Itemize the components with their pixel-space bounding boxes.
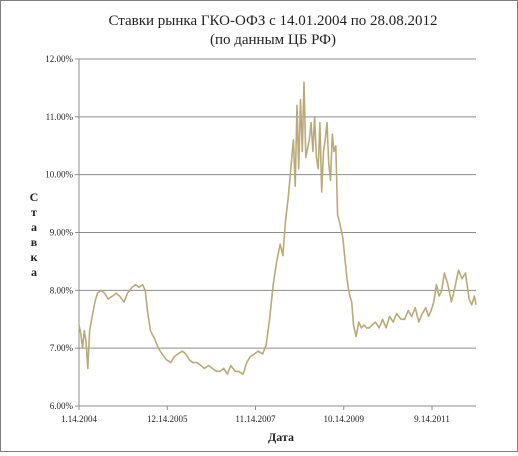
x-axis-label: Дата <box>268 430 294 444</box>
y-tick-label: 10.00% <box>45 170 73 180</box>
x-tick-label: 10.14.2009 <box>324 414 365 424</box>
y-axis-label-letter: в <box>31 235 38 249</box>
x-tick-label: 1.14.2004 <box>61 414 98 424</box>
series-line-0 <box>78 81 477 376</box>
y-axis-label-letter: а <box>31 220 37 234</box>
gridlines <box>79 58 476 349</box>
x-tick-label: 9.14.2011 <box>414 414 450 424</box>
y-axis-label-letter: а <box>31 265 37 279</box>
y-tick-label: 9.00% <box>50 228 74 238</box>
y-tick-label: 11.00% <box>46 112 74 122</box>
axes <box>75 58 476 410</box>
chart-title: Ставки рынка ГКО-ОФЗ с 14.01.2004 по 28.… <box>108 13 437 29</box>
x-tick-label: 11.14.2007 <box>235 414 276 424</box>
y-axis-label-letter: т <box>31 205 37 219</box>
y-axis-label-letter: к <box>31 250 38 264</box>
x-tick-label: 12.14.2005 <box>147 414 188 424</box>
x-axis-tick-labels: 1.14.2004 12.14.2005 11.14.2007 10.14.2009 9… <box>61 414 450 424</box>
series-group <box>78 81 477 376</box>
y-tick-label: 6.00% <box>50 401 74 411</box>
y-tick-label: 12.00% <box>45 54 73 64</box>
y-axis-tick-labels: 6.00% 7.00% 8.00% 9.00% 10.00% 11.00% 12.00% <box>45 54 73 411</box>
y-axis-label-letter: С <box>30 190 39 204</box>
chart-subtitle: (по данным ЦБ РФ) <box>210 32 336 48</box>
y-tick-label: 7.00% <box>50 343 74 353</box>
y-tick-label: 8.00% <box>50 285 74 295</box>
